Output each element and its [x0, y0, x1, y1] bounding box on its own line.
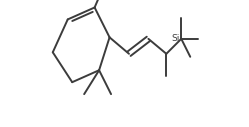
Text: Si: Si — [171, 34, 180, 43]
